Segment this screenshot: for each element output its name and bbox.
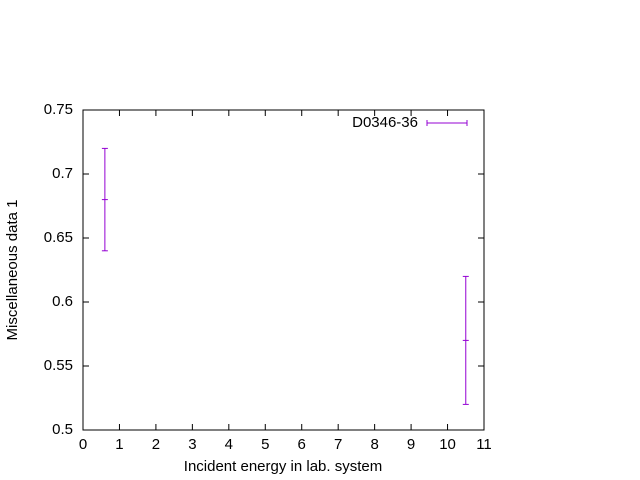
x-tick-label: 9 (407, 436, 415, 453)
y-tick-label: 0.7 (52, 165, 73, 182)
x-tick-label: 5 (261, 436, 269, 453)
x-tick-label: 4 (225, 436, 233, 453)
y-axis-label: Miscellaneous data 1 (4, 200, 21, 341)
x-tick-label: 10 (439, 436, 456, 453)
y-tick-label: 0.55 (44, 357, 73, 374)
x-tick-label: 3 (188, 436, 196, 453)
y-tick-label: 0.6 (52, 293, 73, 310)
x-tick-label: 8 (370, 436, 378, 453)
y-tick-label: 0.65 (44, 229, 73, 246)
x-axis-label: Incident energy in lab. system (184, 458, 382, 475)
x-tick-label: 1 (115, 436, 123, 453)
x-tick-label: 7 (334, 436, 342, 453)
x-tick-label: 11 (476, 436, 492, 453)
x-tick-label: 6 (298, 436, 306, 453)
y-tick-label: 0.75 (44, 101, 73, 118)
x-tick-label: 0 (79, 436, 87, 453)
legend-label: D0346-36 (352, 114, 418, 131)
x-tick-label: 2 (152, 436, 160, 453)
plot-border (82, 109, 485, 431)
y-tick-label: 0.5 (52, 421, 73, 438)
